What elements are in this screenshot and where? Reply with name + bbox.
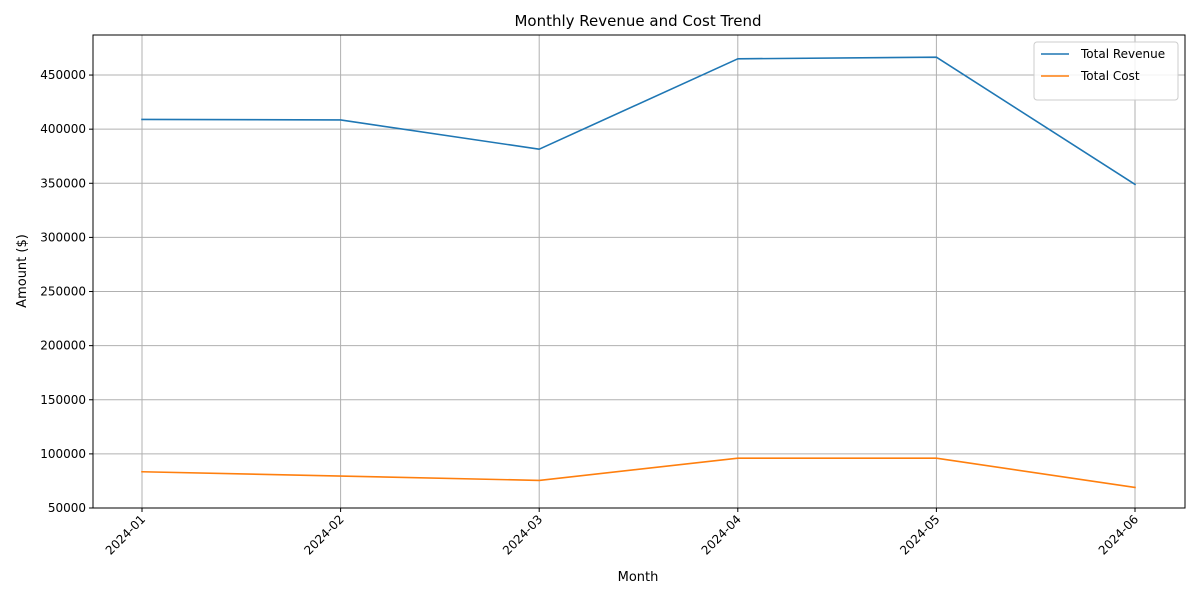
y-tick-label: 300000 [40,230,86,244]
x-axis-title: Month [618,570,659,585]
axes [92,34,1186,509]
y-tick-label: 50000 [48,501,86,515]
y-tick-label: 200000 [40,339,86,353]
y-tick-label: 350000 [40,176,86,190]
series-layer [141,56,1137,489]
y-tick-label: 400000 [40,122,86,136]
legend-label: Total Revenue [1080,47,1165,61]
y-axis-ticks: 50000 100000 150000 200000 250000 300000 35000… [40,68,93,515]
series-line-total-revenue [141,56,1137,186]
chart-title: Monthly Revenue and Cost Trend [514,12,761,30]
plot-frame [92,34,1186,509]
y-tick-label: 100000 [40,447,86,461]
y-axis-title: Amount ($) [15,234,30,308]
grid [93,35,1185,509]
y-tick-label: 150000 [40,393,86,407]
legend-label: Total Cost [1080,69,1140,83]
y-tick-label: 250000 [40,285,86,299]
series-line-total-cost [141,457,1136,489]
legend-box [1033,41,1179,101]
y-tick-label: 450000 [40,68,86,82]
legend: Total Revenue Total Cost [1033,41,1179,101]
